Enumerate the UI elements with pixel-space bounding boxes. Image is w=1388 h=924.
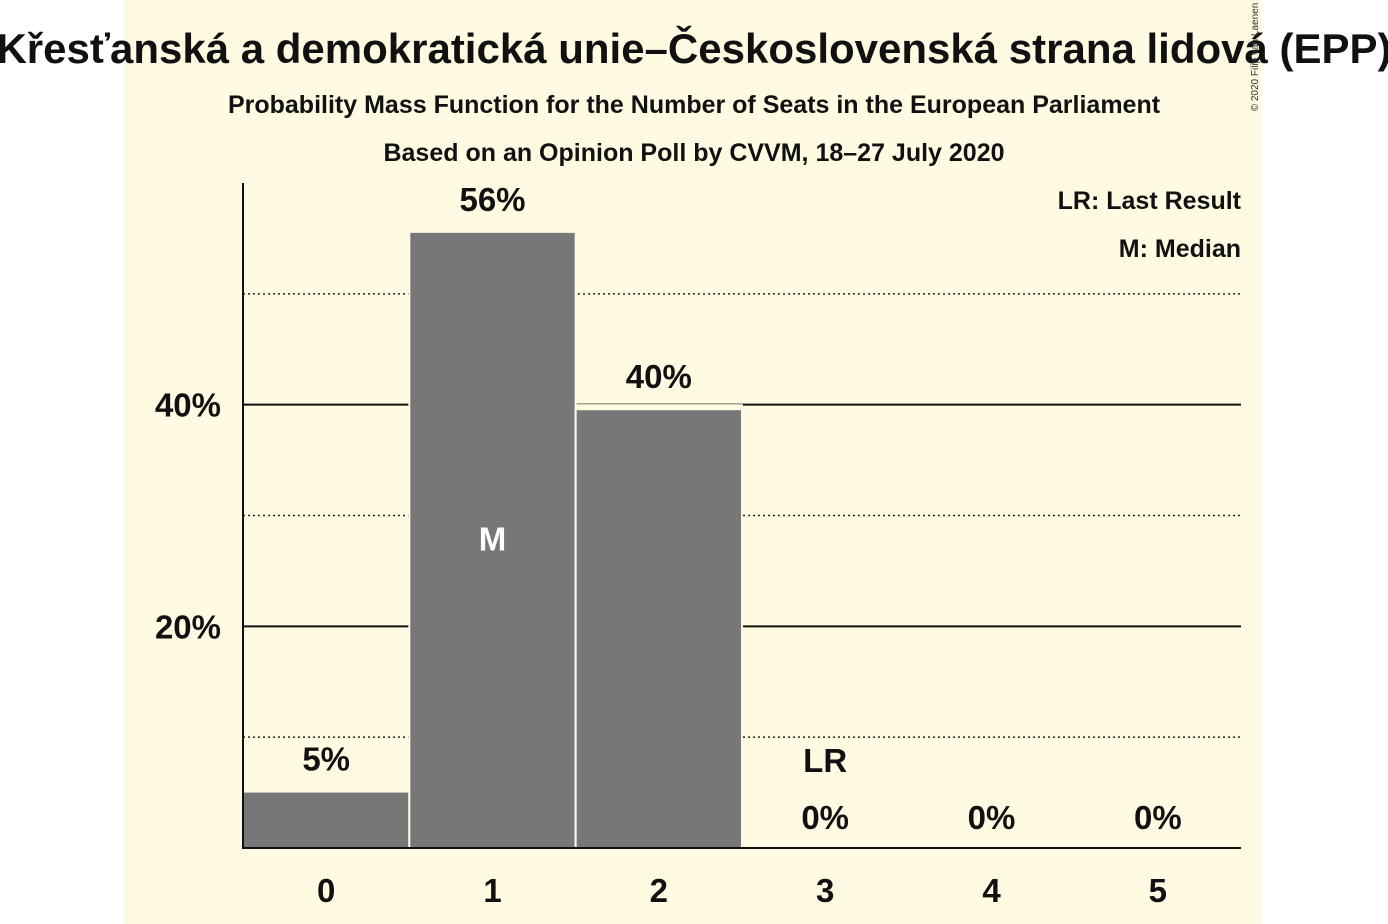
x-tick-label: 1 bbox=[483, 872, 501, 909]
data-label: 40% bbox=[626, 358, 692, 395]
x-tick-label: 4 bbox=[982, 872, 1001, 909]
data-labels: 5% 56% M 40% 0% LR 0% 0% bbox=[302, 181, 1181, 836]
data-label: 5% bbox=[302, 741, 350, 778]
y-tick-label: 20% bbox=[155, 608, 221, 645]
median-marker: M bbox=[479, 520, 507, 557]
chart-source-line: Based on an Opinion Poll by CVVM, 18–27 … bbox=[383, 139, 1004, 167]
y-tick-label: 40% bbox=[155, 387, 221, 424]
legend-median: M: Median bbox=[1119, 235, 1241, 263]
data-label: 0% bbox=[1134, 799, 1182, 836]
x-tick-label: 0 bbox=[317, 872, 335, 909]
chart-subtitle: Probability Mass Function for the Number… bbox=[228, 91, 1161, 119]
x-tick-label: 5 bbox=[1149, 872, 1167, 909]
axes: 20% 40% 0 1 2 3 4 5 bbox=[155, 183, 1241, 909]
bar-1 bbox=[410, 232, 575, 848]
data-label: 56% bbox=[459, 181, 525, 218]
x-tick-label: 3 bbox=[816, 872, 834, 909]
last-result-marker: LR bbox=[803, 742, 847, 779]
bars bbox=[242, 226, 743, 848]
chart-title: Křesťanská a demokratická unie–Českoslov… bbox=[0, 24, 1388, 72]
copyright-notice: © 2020 Filip van Laenen bbox=[1250, 3, 1261, 112]
bar-0 bbox=[244, 792, 409, 848]
data-label: 0% bbox=[801, 799, 849, 836]
x-tick-label: 2 bbox=[650, 872, 668, 909]
legend-last-result: LR: Last Result bbox=[1058, 187, 1242, 215]
bar-2 bbox=[576, 410, 741, 848]
data-label: 0% bbox=[968, 799, 1016, 836]
